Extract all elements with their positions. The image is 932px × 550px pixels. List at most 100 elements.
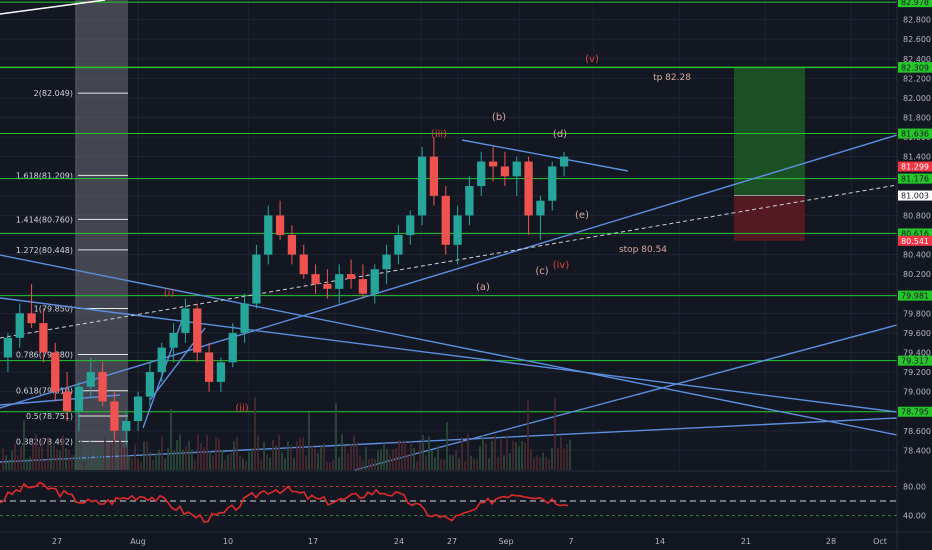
candle-body[interactable]: [98, 372, 107, 402]
candle-body[interactable]: [358, 279, 368, 294]
candle-body[interactable]: [406, 215, 415, 235]
candle-body[interactable]: [559, 156, 569, 167]
volume-bar: [527, 399, 529, 470]
volume-bar: [158, 449, 160, 470]
candle-body[interactable]: [382, 254, 391, 270]
candle-body[interactable]: [110, 401, 119, 431]
candle-body[interactable]: [441, 195, 450, 245]
candle-body[interactable]: [370, 269, 379, 294]
candle-body[interactable]: [122, 421, 131, 431]
candle-body[interactable]: [417, 156, 427, 216]
position-box[interactable]: [734, 67, 805, 241]
level-price-tag[interactable]: [898, 173, 932, 184]
volume-bar: [437, 445, 439, 470]
candle-body[interactable]: [548, 166, 557, 201]
oscillator-pane[interactable]: [0, 470, 932, 530]
candle-body[interactable]: [275, 215, 285, 235]
volume-bar: [131, 458, 133, 470]
price-tick-label: 79.800: [903, 309, 931, 318]
volume-bar: [335, 403, 337, 470]
candle-body[interactable]: [228, 332, 237, 363]
candle-body[interactable]: [536, 200, 545, 216]
level-price-tag[interactable]: [898, 290, 932, 301]
candle-body[interactable]: [145, 372, 155, 397]
candle-body[interactable]: [335, 274, 344, 289]
candle-body[interactable]: [346, 274, 356, 280]
volume-bar: [170, 409, 172, 470]
candles[interactable]: [3, 137, 569, 446]
candle-body[interactable]: [394, 235, 403, 255]
volume-bar: [194, 460, 196, 470]
candle-body[interactable]: [264, 215, 273, 255]
candle-body[interactable]: [287, 235, 297, 255]
trendline[interactable]: [0, 297, 898, 413]
candle-body[interactable]: [3, 337, 13, 358]
price-tag[interactable]: [898, 235, 932, 246]
candle-body[interactable]: [169, 332, 178, 348]
candle-body[interactable]: [240, 303, 249, 333]
candle-body[interactable]: [39, 323, 48, 353]
level-price-tag[interactable]: [898, 128, 932, 139]
volume-bar: [512, 440, 514, 470]
candle-body[interactable]: [27, 313, 36, 324]
level-price-tag[interactable]: [898, 62, 932, 73]
price-tick-label: 80.400: [903, 251, 931, 260]
volume-bar: [404, 440, 406, 470]
dashed-trendline[interactable]: [0, 184, 898, 339]
candle-body[interactable]: [157, 347, 166, 373]
candle-body[interactable]: [512, 161, 521, 177]
volume-bar: [143, 441, 145, 470]
level-price-tag-label: 82.978: [901, 0, 929, 7]
price-tag[interactable]: [898, 190, 932, 201]
price-tick-label: 79.400: [903, 349, 931, 358]
candle-body[interactable]: [62, 391, 72, 412]
volume-bar: [452, 455, 454, 470]
candle-body[interactable]: [524, 161, 533, 216]
trendline[interactable]: [354, 324, 898, 471]
candle-body[interactable]: [74, 386, 84, 412]
level-price-tag[interactable]: [898, 406, 932, 417]
candle-body[interactable]: [15, 313, 24, 338]
time-axis[interactable]: 27 Aug 10 17 24 27 Sep 7 14 21 28 Oct: [0, 531, 932, 546]
level-price-tag[interactable]: [898, 355, 932, 366]
trendline[interactable]: [461, 139, 629, 172]
candle-body[interactable]: [86, 372, 95, 387]
candle-body[interactable]: [181, 308, 190, 333]
candle-body[interactable]: [429, 156, 439, 196]
price-tick-label: 80.200: [903, 270, 931, 279]
candle-body[interactable]: [252, 254, 261, 304]
fib-level-label: 1.272(80.448): [16, 246, 73, 255]
oscillator-line[interactable]: [0, 481, 569, 523]
candle-body[interactable]: [311, 274, 320, 284]
level-price-tag[interactable]: [898, 0, 932, 8]
volume-bar: [389, 454, 391, 470]
volume-bar: [410, 441, 412, 470]
candle-body[interactable]: [51, 352, 60, 392]
fib-level-label: 1(79.850): [34, 304, 73, 313]
candle-body[interactable]: [204, 352, 214, 382]
candle-body[interactable]: [323, 283, 332, 289]
volume-bar: [374, 458, 376, 470]
level-price-tag[interactable]: [898, 228, 932, 239]
candle-body[interactable]: [299, 254, 308, 275]
top-trendline[interactable]: [0, 0, 106, 15]
price-tag[interactable]: [898, 161, 932, 172]
candle-body[interactable]: [500, 166, 510, 177]
candle-body[interactable]: [477, 161, 486, 187]
candle-body[interactable]: [133, 396, 143, 422]
candle-body[interactable]: [193, 308, 202, 353]
candle-body[interactable]: [453, 215, 462, 245]
candle-body[interactable]: [465, 186, 474, 216]
horizontal-levels[interactable]: [0, 1, 897, 413]
candle-body[interactable]: [216, 362, 226, 382]
trendline[interactable]: [0, 254, 898, 436]
volume-bar: [260, 459, 262, 470]
volume-bar: [314, 449, 316, 470]
volume-bar: [44, 459, 46, 470]
price-axis[interactable]: 78.40078.60078.80079.00079.20079.40079.6…: [896, 0, 932, 550]
volume-bar: [5, 455, 7, 470]
position-target-zone[interactable]: [734, 67, 805, 196]
fib-level-label: 0.618(79.010): [16, 387, 73, 396]
candle-body[interactable]: [488, 161, 498, 167]
